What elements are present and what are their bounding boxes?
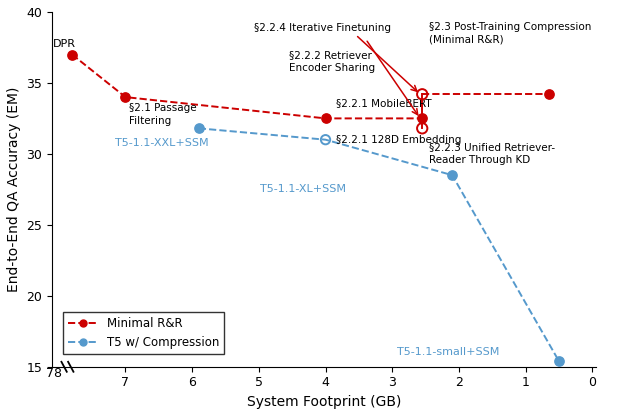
Text: §2.3 Post-Training Compression
(Minimal R&R): §2.3 Post-Training Compression (Minimal … — [429, 22, 591, 45]
Text: DPR: DPR — [53, 39, 75, 49]
Text: T5-1.1-small+SSM: T5-1.1-small+SSM — [397, 347, 499, 357]
Point — [321, 136, 331, 143]
Text: T5-1.1-XXL+SSM: T5-1.1-XXL+SSM — [115, 138, 209, 148]
Text: §2.2.2 Retriever
Encoder Sharing: §2.2.2 Retriever Encoder Sharing — [289, 50, 375, 73]
Point — [67, 51, 77, 58]
Text: T5-1.1-XL+SSM: T5-1.1-XL+SSM — [260, 184, 345, 194]
Text: §2.2.1 128D Embedding: §2.2.1 128D Embedding — [336, 136, 461, 146]
Point — [417, 91, 427, 98]
Text: 78: 78 — [46, 367, 62, 380]
Text: §2.1 Passage
Filtering: §2.1 Passage Filtering — [129, 104, 197, 126]
Point — [544, 91, 554, 98]
Point — [417, 125, 427, 131]
Text: §2.2.3 Unified Retriever-
Reader Through KD: §2.2.3 Unified Retriever- Reader Through… — [429, 143, 555, 165]
Point — [321, 115, 331, 122]
Legend: Minimal R&R, T5 w/ Compression: Minimal R&R, T5 w/ Compression — [64, 312, 224, 354]
Text: §2.2.4 Iterative Finetuning: §2.2.4 Iterative Finetuning — [253, 23, 391, 33]
Y-axis label: End-to-End QA Accuracy (EM): End-to-End QA Accuracy (EM) — [7, 87, 21, 292]
Point — [121, 94, 130, 100]
X-axis label: System Footprint (GB): System Footprint (GB) — [247, 395, 401, 409]
Point — [194, 125, 204, 131]
Text: §2.2.1 MobileBERT: §2.2.1 MobileBERT — [336, 98, 431, 108]
Point — [417, 115, 427, 122]
Point — [447, 172, 457, 178]
Point — [554, 358, 564, 364]
